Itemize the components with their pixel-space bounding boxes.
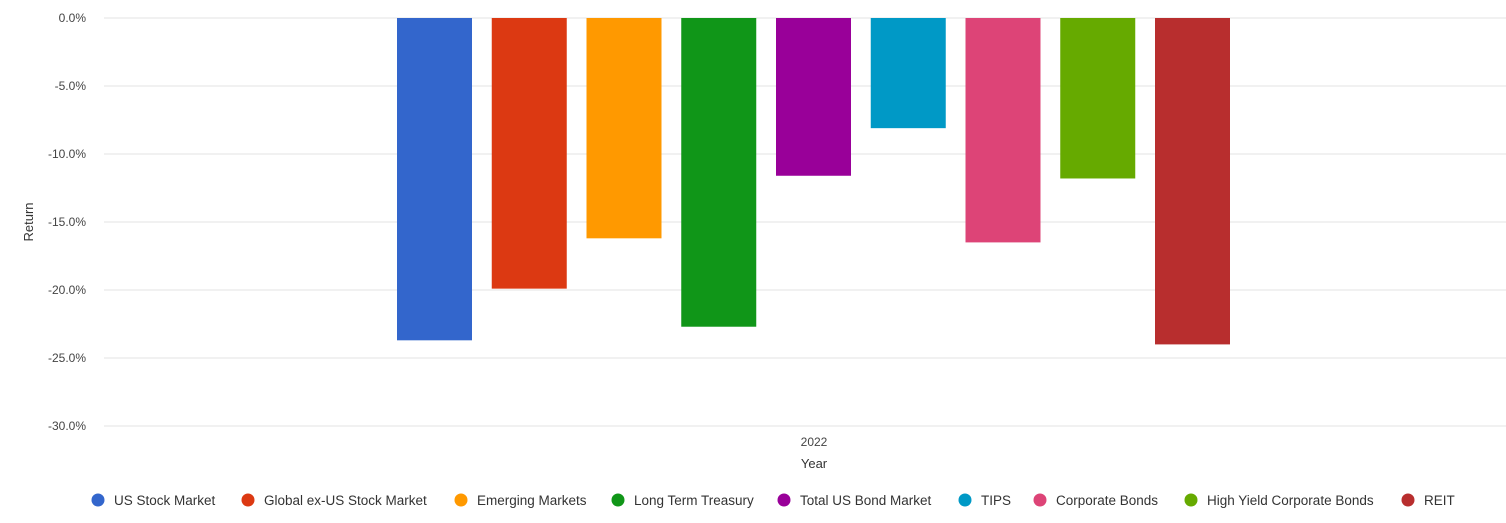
legend-swatch xyxy=(1184,493,1198,507)
legend: US Stock Market Global ex-US Stock Market… xyxy=(91,493,1455,508)
legend-item-total-us-bond-market[interactable]: Total US Bond Market xyxy=(777,493,932,508)
legend-label: Emerging Markets xyxy=(477,493,587,508)
legend-item-high-yield-corporate-bonds[interactable]: High Yield Corporate Bonds xyxy=(1184,493,1374,508)
bar-emerging-markets[interactable] xyxy=(586,18,662,239)
legend-item-emerging-markets[interactable]: Emerging Markets xyxy=(454,493,587,508)
y-tick-label: -5.0% xyxy=(55,79,87,93)
legend-swatch xyxy=(958,493,972,507)
legend-label: Total US Bond Market xyxy=(800,493,932,508)
x-tick-label: 2022 xyxy=(801,435,828,449)
legend-item-us-stock-market[interactable]: US Stock Market xyxy=(91,493,216,508)
legend-swatch xyxy=(91,493,105,507)
y-axis-title: Return xyxy=(21,202,36,241)
bar-long-term-treasury[interactable] xyxy=(681,18,757,327)
y-tick-label: -15.0% xyxy=(48,215,86,229)
y-tick-label: -25.0% xyxy=(48,351,86,365)
legend-swatch xyxy=(1401,493,1415,507)
bars xyxy=(397,18,1230,345)
legend-item-tips[interactable]: TIPS xyxy=(958,493,1012,508)
x-axis-title: Year xyxy=(801,456,828,471)
bar-total-us-bond-market[interactable] xyxy=(776,18,851,176)
bar-reit[interactable] xyxy=(1155,18,1230,345)
legend-label: US Stock Market xyxy=(114,493,216,508)
legend-item-global-ex-us-stock-market[interactable]: Global ex-US Stock Market xyxy=(241,493,428,508)
y-tick-label: -10.0% xyxy=(48,147,86,161)
legend-swatch xyxy=(777,493,791,507)
y-tick-label: -30.0% xyxy=(48,419,86,433)
y-axis-ticks: 0.0% -5.0% -10.0% -15.0% -20.0% -25.0% -30.0% xyxy=(48,11,86,433)
bar-tips[interactable] xyxy=(870,18,946,129)
legend-label: Corporate Bonds xyxy=(1056,493,1158,508)
legend-swatch xyxy=(611,493,625,507)
bar-high-yield-corporate-bonds[interactable] xyxy=(1060,18,1136,179)
legend-label: Global ex-US Stock Market xyxy=(264,493,427,508)
legend-label: REIT xyxy=(1424,493,1455,508)
legend-swatch xyxy=(454,493,468,507)
legend-item-long-term-treasury[interactable]: Long Term Treasury xyxy=(611,493,755,508)
legend-label: High Yield Corporate Bonds xyxy=(1207,493,1374,508)
bar-us-stock-market[interactable] xyxy=(397,18,472,341)
y-tick-label: -20.0% xyxy=(48,283,86,297)
bar-corporate-bonds[interactable] xyxy=(965,18,1041,243)
y-tick-label: 0.0% xyxy=(59,11,87,25)
legend-swatch xyxy=(241,493,255,507)
bar-global-ex-us-stock-market[interactable] xyxy=(491,18,567,289)
legend-label: Long Term Treasury xyxy=(634,493,754,508)
legend-label: TIPS xyxy=(981,493,1011,508)
legend-swatch xyxy=(1033,493,1047,507)
legend-item-reit[interactable]: REIT xyxy=(1401,493,1455,508)
legend-item-corporate-bonds[interactable]: Corporate Bonds xyxy=(1033,493,1159,508)
